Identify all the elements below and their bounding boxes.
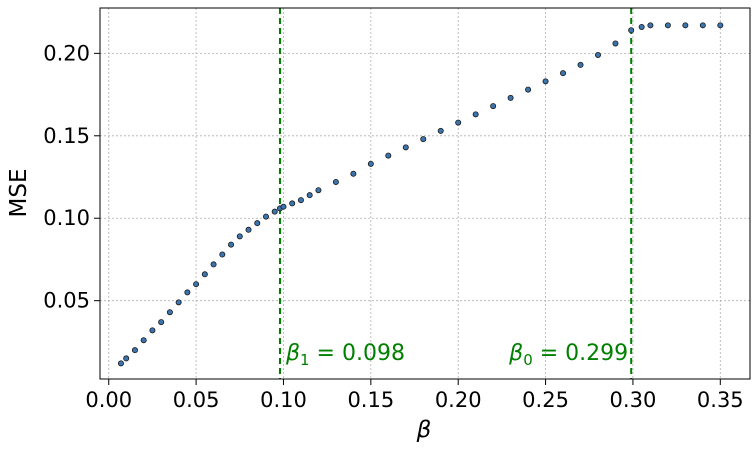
data-point bbox=[117, 360, 124, 367]
data-point bbox=[140, 337, 147, 344]
data-point bbox=[664, 22, 671, 29]
data-point bbox=[289, 200, 296, 207]
data-point bbox=[577, 61, 584, 68]
data-point bbox=[507, 94, 514, 101]
data-point bbox=[612, 40, 619, 47]
data-point bbox=[699, 22, 706, 29]
data-point bbox=[638, 23, 645, 30]
data-point bbox=[184, 289, 191, 296]
x-tick-label: 0.30 bbox=[610, 388, 657, 412]
x-tick-label: 0.15 bbox=[347, 388, 394, 412]
x-tick-label: 0.10 bbox=[260, 388, 307, 412]
data-point bbox=[210, 261, 217, 268]
data-point bbox=[315, 187, 322, 194]
x-tick-label: 0.20 bbox=[435, 388, 482, 412]
label-layer: β1 = 0.098 β0 = 0.299 bbox=[285, 341, 628, 369]
data-point bbox=[525, 86, 532, 93]
data-point bbox=[262, 213, 269, 220]
y-tick-label: 0.10 bbox=[43, 206, 90, 230]
y-tick-label: 0.20 bbox=[43, 41, 90, 65]
data-point bbox=[647, 22, 654, 29]
data-point bbox=[193, 281, 200, 288]
y-tick-label: 0.05 bbox=[43, 289, 90, 313]
data-point bbox=[420, 136, 427, 143]
data-point bbox=[472, 111, 479, 118]
data-point bbox=[542, 78, 549, 85]
scatter-points bbox=[117, 22, 724, 367]
data-point bbox=[385, 152, 392, 159]
data-point bbox=[149, 327, 156, 334]
data-point bbox=[123, 355, 130, 362]
data-point bbox=[297, 197, 304, 204]
data-point bbox=[201, 271, 208, 278]
data-point bbox=[166, 309, 173, 316]
data-point bbox=[455, 119, 462, 126]
data-point bbox=[131, 347, 138, 354]
y-axis-title: MSE bbox=[6, 169, 32, 218]
data-point bbox=[332, 178, 339, 185]
x-tick-label: 0.25 bbox=[522, 388, 569, 412]
plot-frame bbox=[99, 7, 751, 380]
data-point bbox=[682, 22, 689, 29]
tick-layer: 0.00 0.05 0.10 0.15 0.20 0.25 0.30 0.35 0.05 0.10… bbox=[43, 41, 743, 412]
x-tick-label: 0.05 bbox=[173, 388, 220, 412]
data-point bbox=[245, 226, 252, 233]
x-tick-label: 0.00 bbox=[85, 388, 132, 412]
data-point bbox=[271, 208, 278, 215]
data-point bbox=[490, 103, 497, 110]
data-point bbox=[158, 319, 165, 326]
data-point bbox=[594, 51, 601, 58]
data-point bbox=[437, 127, 444, 134]
threshold-label: β0 = 0.299 bbox=[508, 341, 628, 369]
threshold-label: β1 = 0.098 bbox=[285, 341, 405, 369]
data-point bbox=[402, 144, 409, 151]
y-tick-label: 0.15 bbox=[43, 124, 90, 148]
data-point bbox=[306, 192, 313, 199]
data-point bbox=[219, 251, 226, 258]
data-point bbox=[717, 22, 724, 29]
data-point bbox=[175, 299, 182, 306]
data-point bbox=[236, 233, 243, 240]
data-point bbox=[254, 220, 261, 227]
data-point bbox=[628, 27, 635, 34]
vline-layer bbox=[278, 8, 633, 379]
x-axis-title: β bbox=[416, 417, 432, 443]
grid-layer bbox=[100, 8, 750, 379]
data-point bbox=[367, 160, 374, 167]
data-point bbox=[560, 70, 567, 77]
data-point bbox=[228, 241, 235, 248]
data-point bbox=[280, 203, 287, 210]
x-tick-label: 0.35 bbox=[697, 388, 744, 412]
data-point bbox=[350, 170, 357, 177]
